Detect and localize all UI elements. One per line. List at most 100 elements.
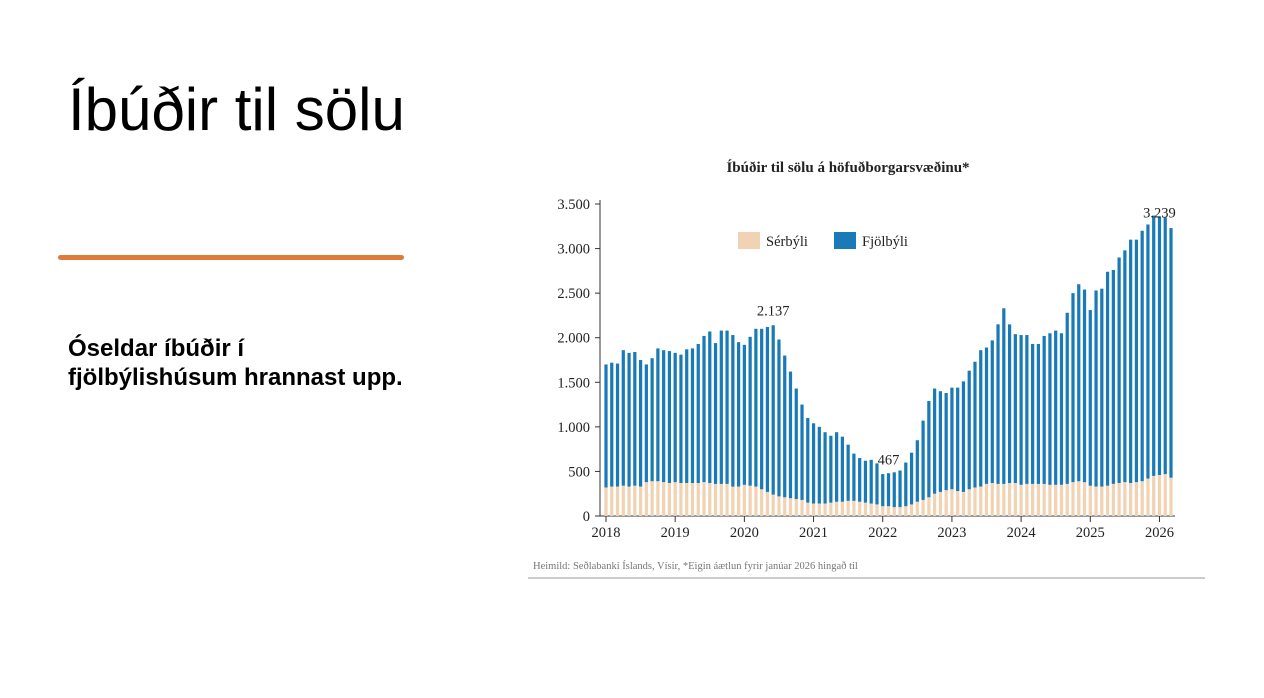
data-label: 2.137 xyxy=(757,304,790,320)
bar-serbyli xyxy=(933,493,937,516)
bar-fjolbyli xyxy=(788,371,793,499)
bar-fjolbyli xyxy=(1105,271,1110,486)
bar-serbyli xyxy=(1123,482,1127,516)
legend-label-fjolbyli: Fjölbýli xyxy=(862,234,908,250)
bar-serbyli xyxy=(765,491,770,516)
bar-serbyli xyxy=(967,489,971,516)
bar-serbyli xyxy=(863,502,868,516)
bar-serbyli xyxy=(708,483,712,516)
bar-fjolbyli xyxy=(1129,239,1133,484)
y-tick-label: 3.500 xyxy=(557,197,590,213)
bar-serbyli xyxy=(760,489,764,516)
bar-fjolbyli xyxy=(1094,290,1098,487)
bar-serbyli xyxy=(979,486,983,516)
bar-serbyli xyxy=(1007,483,1012,516)
bar-fjolbyli xyxy=(881,474,885,507)
bar-serbyli xyxy=(696,483,700,516)
bar-fjolbyli xyxy=(754,328,758,487)
bar-serbyli xyxy=(869,503,873,516)
bar-serbyli xyxy=(788,498,793,516)
bar-serbyli xyxy=(846,500,850,516)
bar-serbyli xyxy=(990,483,994,516)
bar-serbyli xyxy=(984,483,989,516)
bar-fjolbyli xyxy=(765,327,770,492)
bar-serbyli xyxy=(1169,477,1173,516)
bar-fjolbyli xyxy=(869,459,873,504)
bar-serbyli xyxy=(771,494,775,516)
bar-fjolbyli xyxy=(800,404,804,500)
data-label: 3.239 xyxy=(1143,205,1176,221)
x-tick-label: 2024 xyxy=(1007,525,1037,541)
legend-swatch-serbyli xyxy=(738,232,760,249)
bar-serbyli xyxy=(650,481,654,516)
bar-fjolbyli xyxy=(817,426,821,504)
bar-fjolbyli xyxy=(1123,250,1127,483)
legend-label-serbyli: Sérbýli xyxy=(766,234,808,250)
bar-fjolbyli xyxy=(921,420,925,500)
y-axis: 0 500 1.000 1.500 2.000 2.500 3.000 3.500 xyxy=(557,197,601,525)
bar-fjolbyli xyxy=(731,335,735,487)
bar-fjolbyli xyxy=(621,350,625,486)
bar-fjolbyli xyxy=(662,350,666,483)
bar-fjolbyli xyxy=(610,362,614,487)
bar-serbyli xyxy=(1111,483,1115,516)
bar-fjolbyli xyxy=(1117,257,1121,484)
bar-serbyli xyxy=(673,482,677,516)
bar-serbyli xyxy=(1036,483,1041,516)
bar-serbyli xyxy=(875,504,879,516)
bar-fjolbyli xyxy=(823,432,827,504)
bar-fjolbyli xyxy=(627,352,631,487)
bar-fjolbyli xyxy=(794,388,798,500)
bar-serbyli xyxy=(1065,483,1069,516)
bar-serbyli xyxy=(783,497,787,516)
bar-fjolbyli xyxy=(840,436,844,502)
bar-fjolbyli xyxy=(777,339,781,497)
bar-serbyli xyxy=(800,499,804,516)
y-tick-label: 0 xyxy=(583,509,590,525)
y-tick-label: 3.000 xyxy=(557,242,590,258)
bar-serbyli xyxy=(886,506,891,516)
bar-fjolbyli xyxy=(1100,288,1104,487)
bar-fjolbyli xyxy=(956,387,960,492)
x-tick-label: 2018 xyxy=(592,525,621,541)
bar-fjolbyli xyxy=(904,462,908,507)
bar-fjolbyli xyxy=(858,458,862,502)
bar-fjolbyli xyxy=(990,340,994,484)
bar-fjolbyli xyxy=(1071,293,1075,483)
bar-serbyli xyxy=(719,483,723,516)
bar-fjolbyli xyxy=(1140,230,1144,482)
bar-serbyli xyxy=(1071,482,1075,516)
bar-serbyli xyxy=(742,484,746,516)
bar-fjolbyli xyxy=(961,381,966,492)
bar-fjolbyli xyxy=(846,444,850,501)
bar-serbyli xyxy=(621,485,625,516)
bar-serbyli xyxy=(1002,483,1006,516)
bar-fjolbyli xyxy=(933,388,937,494)
bar-fjolbyli xyxy=(1077,284,1081,482)
bar-serbyli xyxy=(754,486,758,516)
bar-fjolbyli xyxy=(927,401,931,498)
bar-serbyli xyxy=(881,506,885,516)
bar-serbyli xyxy=(1088,485,1092,516)
bar-fjolbyli xyxy=(604,364,608,488)
bar-fjolbyli xyxy=(696,343,700,484)
chart-svg: Íbúðir til sölu á höfuðborgarsvæðinu* Sé… xyxy=(528,159,1205,579)
bar-serbyli xyxy=(1048,484,1052,516)
bar-fjolbyli xyxy=(967,370,971,490)
bar-serbyli xyxy=(811,503,816,516)
bar-serbyli xyxy=(604,487,608,516)
bar-fjolbyli xyxy=(898,470,902,508)
bar-serbyli xyxy=(1129,483,1133,516)
bar-serbyli xyxy=(633,485,637,516)
bar-fjolbyli xyxy=(685,349,689,484)
bar-serbyli xyxy=(1117,483,1121,516)
y-tick-label: 2.000 xyxy=(557,331,590,347)
bar-fjolbyli xyxy=(944,392,948,491)
bar-fjolbyli xyxy=(852,453,856,501)
bar-serbyli xyxy=(1140,481,1144,516)
bar-serbyli xyxy=(915,501,919,516)
slide-subtitle: Óseldar íbúðir í fjölbýlishúsum hrannast… xyxy=(68,335,403,391)
x-tick-label: 2022 xyxy=(868,525,897,541)
bar-fjolbyli xyxy=(1042,335,1046,484)
legend: Sérbýli Fjölbýli xyxy=(738,232,908,250)
